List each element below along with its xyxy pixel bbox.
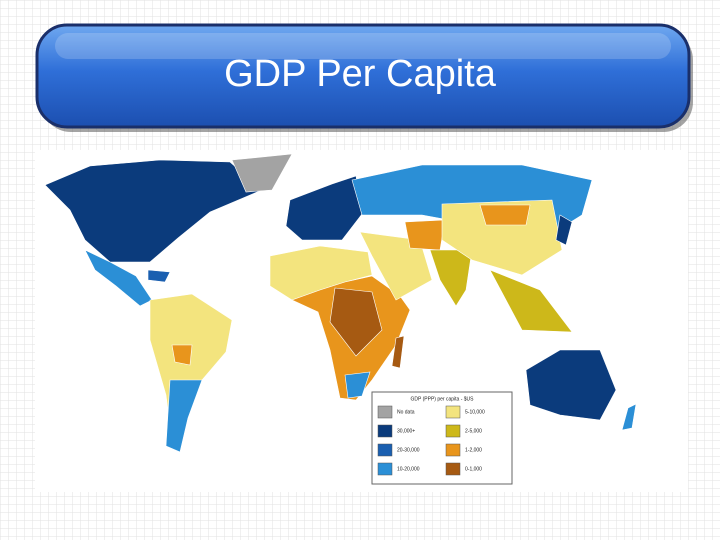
- region: [525, 349, 617, 421]
- region: [489, 269, 573, 333]
- region: [329, 287, 383, 357]
- legend-label: 10-20,000: [397, 466, 420, 472]
- slide-title: GDP Per Capita: [224, 53, 497, 95]
- region: [441, 199, 563, 276]
- legend-swatch: [445, 443, 461, 457]
- region: [44, 159, 263, 263]
- legend-label: 20-30,000: [397, 447, 420, 453]
- region: [171, 344, 193, 366]
- legend-swatch: [377, 405, 393, 419]
- title-banner: [35, 23, 691, 129]
- region: [165, 379, 203, 453]
- legend-label: No data: [397, 409, 415, 415]
- legend-swatch: [445, 462, 461, 476]
- legend-swatch: [445, 424, 461, 438]
- region: [391, 335, 405, 369]
- banner-gloss: [55, 33, 671, 59]
- region: [621, 403, 637, 431]
- region: [555, 214, 573, 246]
- legend-label: 1-2,000: [465, 447, 482, 453]
- region: [285, 175, 363, 241]
- legend: GDP (PPP) per capita - $US No data 30,000…: [371, 391, 513, 485]
- legend-label: 2-5,000: [465, 428, 482, 434]
- legend-swatch: [445, 405, 461, 419]
- region: [344, 371, 371, 399]
- world-map: [35, 150, 688, 492]
- legend-swatch: [377, 424, 393, 438]
- legend-box: [371, 391, 513, 485]
- region: [147, 269, 171, 283]
- legend-label: 5-10,000: [465, 409, 485, 415]
- region: [231, 153, 293, 193]
- legend-title: GDP (PPP) per capita - $US: [411, 396, 475, 402]
- region: [404, 219, 446, 251]
- legend-label: 30,000+: [397, 428, 415, 434]
- legend-swatch: [377, 443, 393, 457]
- region: [479, 204, 531, 226]
- legend-swatch: [377, 462, 393, 476]
- legend-label: 0-1,000: [465, 466, 482, 472]
- region: [84, 249, 153, 307]
